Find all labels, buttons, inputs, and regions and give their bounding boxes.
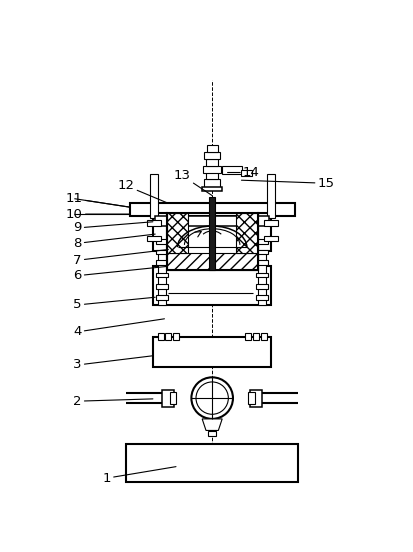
Bar [129, 203, 294, 216]
Bar [162, 390, 174, 407]
Text: 8: 8 [73, 234, 155, 250]
Bar [249, 390, 261, 407]
Bar [256, 295, 268, 300]
Bar [258, 243, 266, 305]
Bar [257, 213, 271, 251]
Bar [235, 213, 257, 253]
Bar [126, 444, 298, 482]
Text: 11: 11 [66, 192, 129, 207]
Bar [241, 170, 252, 176]
Bar [244, 333, 251, 339]
Text: 2: 2 [73, 395, 152, 408]
Bar [156, 273, 168, 277]
Bar [222, 166, 242, 174]
Bar [263, 220, 277, 226]
Bar [169, 392, 176, 404]
Bar [146, 220, 160, 226]
Bar [256, 240, 268, 244]
Bar [204, 152, 219, 158]
Text: 4: 4 [73, 319, 164, 338]
Text: 7: 7 [73, 250, 168, 267]
Bar [173, 333, 179, 339]
Bar [208, 431, 216, 436]
Bar [166, 253, 257, 270]
Bar [158, 243, 166, 305]
Bar [256, 284, 268, 289]
Bar [156, 261, 168, 265]
Bar [209, 197, 215, 270]
Bar [266, 174, 274, 218]
Bar [152, 337, 271, 367]
Bar [166, 213, 257, 270]
Text: 14: 14 [227, 166, 259, 179]
Bar [146, 236, 160, 241]
Bar [156, 295, 168, 300]
Bar [260, 333, 266, 339]
Bar [157, 333, 163, 339]
Polygon shape [202, 419, 222, 431]
Bar [256, 261, 268, 265]
Bar [156, 284, 168, 289]
Bar [204, 179, 219, 187]
Circle shape [191, 378, 233, 419]
Bar [248, 392, 254, 404]
Bar [202, 187, 222, 191]
Text: 3: 3 [73, 355, 152, 371]
Bar [206, 145, 217, 152]
Bar [256, 250, 268, 254]
Bar [152, 213, 166, 251]
Text: 10: 10 [66, 208, 129, 221]
Bar [166, 213, 188, 253]
Text: 5: 5 [73, 297, 155, 311]
Text: 1: 1 [102, 466, 176, 485]
Text: 9: 9 [73, 221, 152, 235]
Bar [263, 236, 277, 241]
Bar [156, 250, 168, 254]
Bar [206, 172, 218, 179]
Bar [156, 240, 168, 244]
Text: 13: 13 [173, 169, 212, 195]
Bar [165, 333, 171, 339]
Bar [202, 166, 221, 172]
Bar [155, 216, 268, 226]
Bar [150, 174, 157, 218]
Text: 12: 12 [117, 179, 168, 203]
Bar [252, 333, 259, 339]
Text: 6: 6 [73, 267, 166, 282]
Bar [206, 158, 218, 166]
Bar [152, 267, 271, 305]
Text: 15: 15 [241, 177, 334, 190]
Bar [256, 273, 268, 277]
